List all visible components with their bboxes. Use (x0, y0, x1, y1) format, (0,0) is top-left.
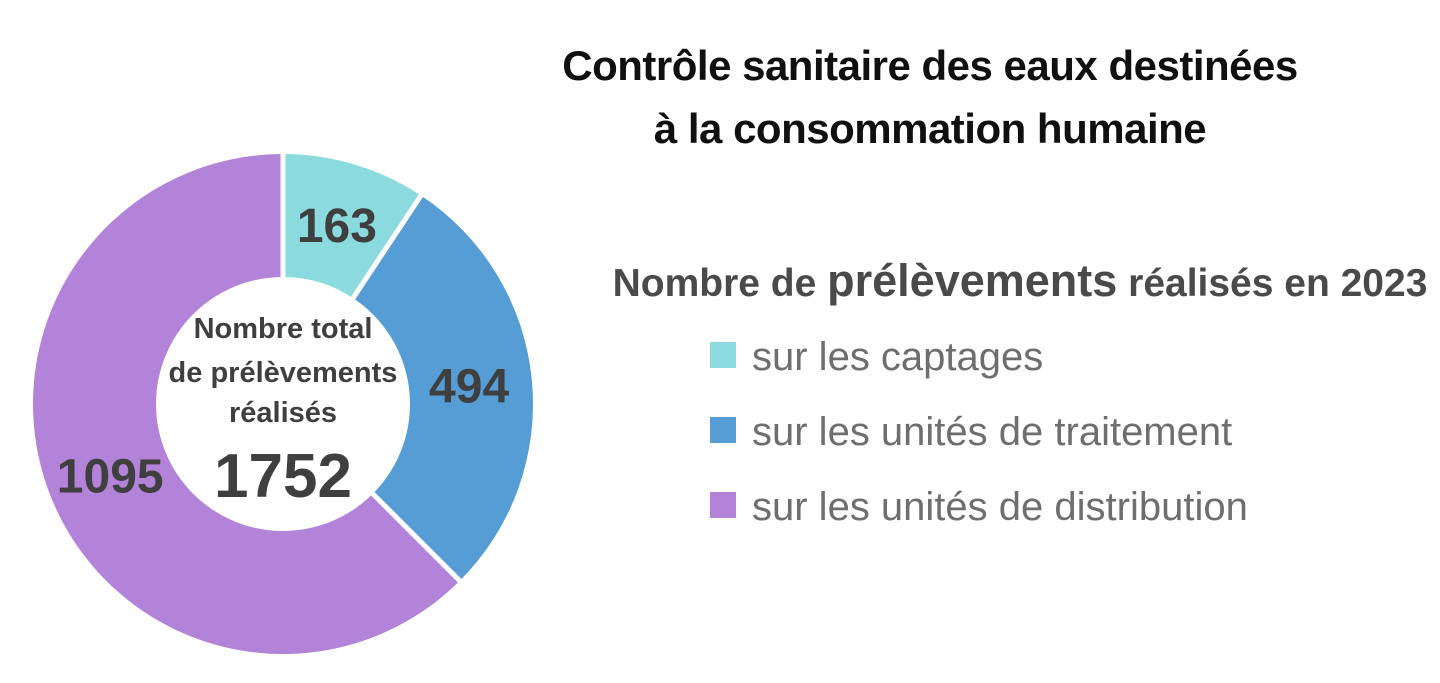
legend-heading-pre: Nombre de (612, 262, 817, 305)
legend-color-swatch (710, 342, 736, 368)
legend-item-label: sur les captages (752, 335, 1044, 379)
legend-panel: Nombre de prélèvements réalisés en 2023 … (600, 258, 1440, 531)
legend-color-swatch (710, 417, 736, 443)
legend-heading-emph: prélèvements (827, 255, 1118, 306)
donut-chart: 163 494 1095 Nombre total de prélèvements … (31, 152, 535, 656)
slice-separator (369, 490, 463, 584)
donut-slices (33, 154, 534, 654)
center-label-line2: de prélèvements (169, 357, 398, 389)
page-title-line1: Contrôle sanitaire des eaux destinées (562, 42, 1298, 89)
legend-item-1: sur les captages (710, 333, 1440, 381)
page-title: Contrôle sanitaire des eaux destinées à … (430, 34, 1430, 160)
center-total-value: 1752 (214, 442, 352, 511)
legend-heading-post: réalisés en 2023 (1128, 262, 1428, 305)
legend-item-label: sur les unités de distribution (752, 485, 1248, 529)
slice-value-label-1: 163 (297, 200, 377, 253)
legend-heading: Nombre de prélèvements réalisés en 2023 (600, 258, 1440, 307)
legend-color-swatch (710, 492, 736, 518)
donut-slice-3 (33, 154, 460, 654)
legend-item-2: sur les unités de traitement (710, 408, 1440, 456)
page-title-line2: à la consommation humaine (653, 105, 1207, 152)
slice-separators (280, 152, 463, 584)
donut-slice-2 (353, 195, 534, 581)
slice-value-labels: 163 494 1095 (57, 200, 510, 504)
donut-slice-1 (283, 154, 421, 299)
slice-value-label-2: 494 (429, 360, 509, 413)
legend-item-label: sur les unités de traitement (752, 410, 1233, 454)
slice-value-label-3: 1095 (57, 451, 164, 504)
slice-separator (349, 192, 425, 302)
center-label-line3: réalisés (229, 397, 337, 429)
center-label-line1: Nombre total (194, 313, 373, 345)
legend-item-3: sur les unités de distribution (710, 483, 1440, 531)
legend-items: sur les captages sur les unités de trait… (710, 333, 1440, 531)
